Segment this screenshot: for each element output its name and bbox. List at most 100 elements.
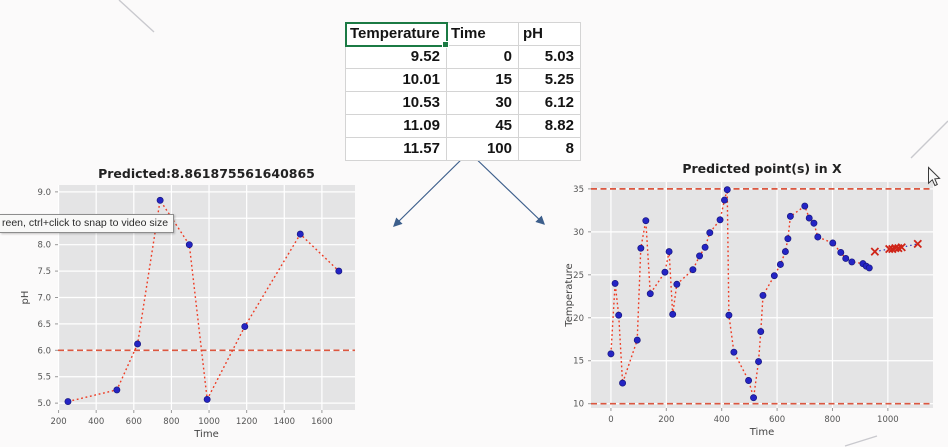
data-point — [842, 255, 850, 262]
predicted-marker — [897, 243, 906, 252]
chart-title: Predicted point(s) in X — [682, 161, 842, 176]
data-point — [241, 323, 249, 330]
data-point — [848, 258, 856, 266]
y-tick-label: 30 — [573, 228, 584, 238]
x-tick-label: 600 — [126, 417, 142, 427]
data-point — [786, 212, 794, 220]
data-point — [296, 230, 304, 238]
data-point — [689, 266, 697, 274]
data-point — [665, 248, 673, 256]
table-header-ph[interactable]: pH — [519, 23, 581, 46]
decor-line-bottom-right — [844, 435, 878, 447]
table-cell[interactable]: 10.53 — [346, 92, 447, 115]
cursor-arrow-icon — [928, 166, 941, 187]
data-point — [669, 310, 677, 318]
x-tick-label: 400 — [88, 417, 104, 427]
predicted-marker — [891, 243, 900, 253]
table-cell[interactable]: 45 — [447, 115, 519, 138]
data-point — [801, 202, 809, 210]
x-tick-label: 800 — [824, 415, 840, 425]
spreadsheet-table: Temperature Time pH 9.52 0 5.03 10.01 15 5.25… — [345, 22, 581, 161]
table-cell[interactable]: 0 — [447, 46, 519, 69]
series-line — [610, 189, 870, 398]
table-header-label: Temperature — [350, 25, 440, 42]
x-tick-label: 1400 — [273, 417, 295, 427]
tooltip: reen, ctrl+click to snap to video size — [0, 214, 175, 233]
table-cell[interactable]: 8 — [519, 138, 581, 161]
data-point — [696, 252, 704, 260]
data-point — [837, 249, 845, 256]
data-point — [784, 235, 792, 243]
table-cell[interactable]: 6.12 — [519, 92, 581, 115]
data-point — [619, 379, 627, 387]
data-point — [661, 268, 669, 276]
data-point — [607, 350, 615, 358]
table-cell[interactable]: 30 — [447, 92, 519, 115]
x-tick-label: 800 — [163, 417, 179, 427]
data-point — [776, 261, 784, 268]
data-point — [637, 244, 645, 252]
table-cell[interactable]: 5.03 — [519, 46, 581, 69]
table-header-label: Time — [451, 25, 486, 42]
y-tick-label: 5.0 — [37, 399, 51, 409]
data-point — [633, 336, 641, 344]
x-axis-label: Time — [193, 429, 218, 440]
data-point — [865, 264, 873, 272]
x-axis-label: Time — [749, 427, 774, 438]
table-cell[interactable]: 100 — [447, 138, 519, 161]
data-point — [757, 328, 765, 335]
x-tick-label: 0 — [608, 415, 613, 425]
data-point — [814, 233, 822, 241]
data-point — [716, 216, 724, 224]
series-line — [67, 198, 340, 403]
data-point — [829, 239, 837, 247]
x-tick-label: 1200 — [236, 417, 258, 427]
table-cell[interactable]: 11.09 — [346, 115, 447, 138]
x-tick-label: 1600 — [311, 417, 333, 427]
y-tick-label: 25 — [573, 271, 584, 281]
predicted-marker — [870, 247, 880, 256]
table-header-label: pH — [523, 25, 543, 42]
arrow-to-left-chart — [393, 151, 470, 227]
data-point — [134, 340, 142, 348]
data-point — [725, 311, 733, 319]
table-cell[interactable]: 9.52 — [346, 46, 447, 69]
data-point — [750, 394, 758, 402]
selection-fill-handle[interactable] — [442, 41, 449, 48]
table-cell[interactable]: 15 — [447, 69, 519, 92]
x-tick-label: 1000 — [877, 415, 899, 425]
data-point — [203, 395, 211, 403]
y-axis-label: Temperature — [564, 263, 575, 327]
y-tick-label: 20 — [573, 314, 584, 324]
data-point — [335, 267, 343, 275]
data-point — [156, 196, 164, 204]
chart-title: Predicted:8.861875561640865 — [98, 166, 315, 181]
table-cell[interactable]: 10.01 — [346, 69, 447, 92]
data-point — [706, 229, 714, 237]
y-tick-label: 7.5 — [37, 267, 51, 277]
y-tick-label: 6.0 — [37, 346, 51, 356]
x-tick-label: 600 — [769, 415, 785, 425]
data-point — [64, 398, 72, 405]
table-header-temperature[interactable]: Temperature — [345, 22, 449, 48]
table-header-time[interactable]: Time — [447, 23, 519, 46]
data-point — [810, 219, 818, 227]
table-cell[interactable]: 8.82 — [519, 115, 581, 138]
data-point — [185, 241, 193, 249]
tooltip-text: reen, ctrl+click to snap to video size — [2, 217, 169, 229]
data-point — [642, 217, 650, 225]
decor-line-right — [910, 120, 948, 159]
data-point — [721, 196, 728, 204]
x-tick-label: 400 — [714, 415, 730, 425]
data-point — [730, 348, 738, 356]
y-tick-label: 10 — [573, 400, 584, 410]
data-point — [701, 243, 709, 251]
table-cell[interactable]: 5.25 — [519, 69, 581, 92]
data-point — [770, 272, 778, 280]
predicted-marker — [913, 239, 923, 249]
y-tick-label: 5.5 — [37, 373, 51, 383]
table-cell[interactable]: 11.57 — [346, 138, 447, 161]
data-point — [755, 358, 762, 366]
